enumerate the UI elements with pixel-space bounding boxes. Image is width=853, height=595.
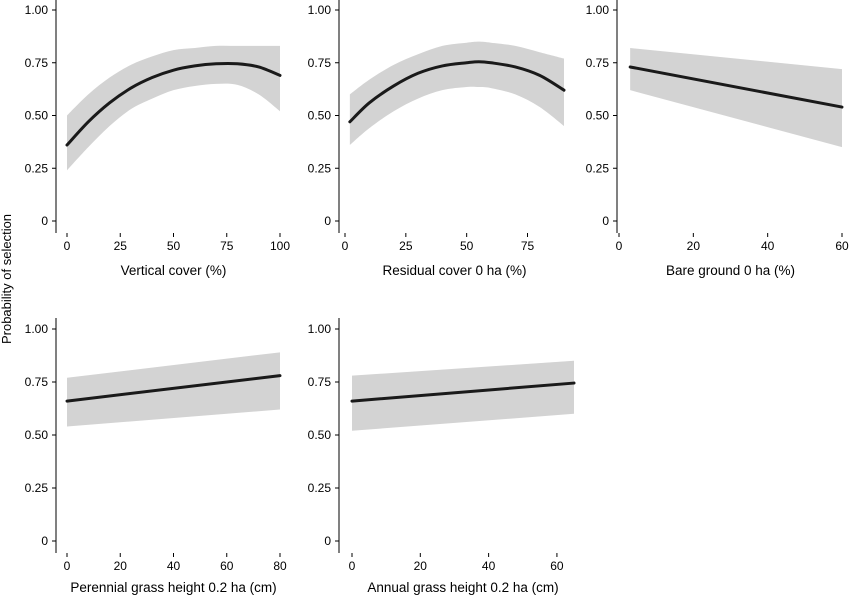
x-tick-label: 60 [835, 239, 849, 253]
x-tick-label: 100 [270, 239, 290, 253]
x-tick-label: 0 [616, 239, 623, 253]
y-tick-label: 0 [41, 534, 48, 548]
x-tick-label: 80 [273, 559, 287, 573]
y-tick-label: 0.25 [586, 161, 610, 175]
y-tick-label: 1.00 [308, 322, 332, 336]
y-tick-label: 0.50 [25, 109, 49, 123]
y-tick-label: 0.50 [586, 109, 610, 123]
x-tick-label: 0 [342, 239, 349, 253]
x-tick-label: 75 [521, 239, 535, 253]
x-tick-label: 40 [482, 559, 496, 573]
x-tick-label: 60 [220, 559, 234, 573]
panel-3: 0 0.25 0.50 0.75 1.00 0 20 40 60 Bare ground 0 ha… [586, 0, 849, 278]
panel-grid: 0 0.25 0.50 0.75 1.00 0 25 50 75 100 Vertical cove… [25, 0, 849, 595]
x-tick-label: 20 [414, 559, 428, 573]
x-tick-label: 20 [687, 239, 701, 253]
fitted-line [348, 60, 566, 124]
fitted-line [628, 65, 844, 109]
x-tick-label: 0 [64, 559, 71, 573]
panel-5: 0 0.25 0.50 0.75 1.00 0 20 40 60 Annual grass hei… [308, 318, 576, 595]
x-tick-label: 25 [399, 239, 413, 253]
x-axis-label: Annual grass height 0.2 ha (cm) [367, 580, 558, 595]
y-tick-label: 1.00 [25, 3, 49, 17]
y-tick-label: 0.25 [25, 161, 49, 175]
y-tick-label: 0.75 [308, 375, 332, 389]
x-axis-label: Vertical cover (%) [121, 263, 227, 278]
y-tick-label: 0.25 [308, 161, 332, 175]
y-tick-label: 0.75 [308, 56, 332, 70]
x-tick-label: 0 [349, 559, 356, 573]
y-tick-label: 1.00 [25, 322, 49, 336]
x-axis-label: Perennial grass height 0.2 ha (cm) [70, 580, 276, 595]
y-tick-label: 0 [41, 214, 48, 228]
y-tick-label: 0.50 [308, 428, 332, 442]
y-tick-label: 0 [602, 214, 609, 228]
x-tick-label: 25 [114, 239, 128, 253]
x-tick-label: 50 [460, 239, 474, 253]
y-tick-label: 0.25 [25, 481, 49, 495]
confidence-band [630, 47, 842, 148]
x-tick-label: 0 [64, 239, 71, 253]
y-tick-label: 0 [324, 214, 331, 228]
x-tick-label: 40 [761, 239, 775, 253]
x-tick-label: 40 [167, 559, 181, 573]
fitted-line [65, 374, 282, 403]
fitted-line [65, 61, 282, 147]
confidence-band [352, 360, 574, 431]
y-tick-label: 1.00 [586, 3, 610, 17]
y-tick-label: 0.75 [586, 56, 610, 70]
y-tick-label: 0 [324, 534, 331, 548]
y-tick-label: 0.50 [308, 109, 332, 123]
panel-2: 0 0.25 0.50 0.75 1.00 0 25 50 75 Residual cover 0… [308, 0, 566, 278]
x-axis-label: Bare ground 0 ha (%) [666, 263, 795, 278]
shared-y-axis-label: Probability of selection [0, 214, 14, 344]
x-tick-label: 75 [220, 239, 234, 253]
fitted-line [350, 381, 576, 403]
y-tick-label: 0.50 [25, 428, 49, 442]
panel-1: 0 0.25 0.50 0.75 1.00 0 25 50 75 100 Vertical cove… [25, 0, 290, 278]
x-tick-label: 20 [114, 559, 128, 573]
y-tick-label: 1.00 [308, 3, 332, 17]
x-tick-label: 60 [550, 559, 564, 573]
x-axis-label: Residual cover 0 ha (%) [382, 263, 526, 278]
y-tick-label: 0.25 [308, 481, 332, 495]
y-tick-label: 0.75 [25, 56, 49, 70]
confidence-band [67, 45, 280, 171]
panel-4: 0 0.25 0.50 0.75 1.00 0 20 40 60 80 Perennial gras… [25, 318, 287, 595]
confidence-band [349, 41, 564, 146]
x-tick-label: 50 [167, 239, 181, 253]
y-tick-label: 0.75 [25, 375, 49, 389]
